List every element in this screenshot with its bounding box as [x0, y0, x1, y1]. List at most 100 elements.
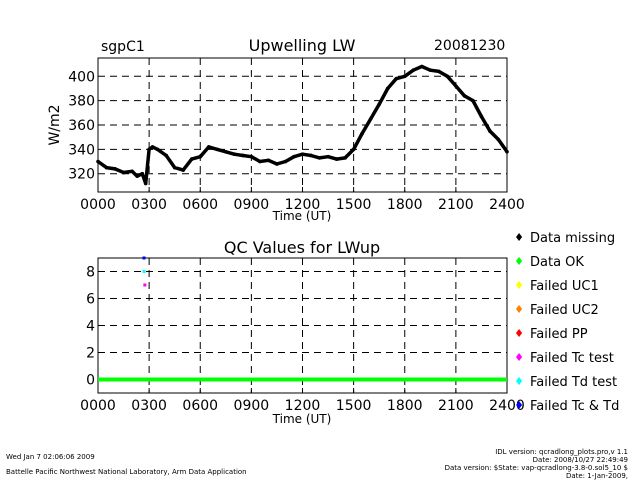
footer-data-date: Date: 1-Jan-2009,: [566, 472, 628, 480]
legend-marker: ♦: [514, 231, 524, 244]
lw-data-point: [135, 174, 139, 178]
lw-data-point: [143, 181, 148, 186]
lw-data-point: [317, 156, 322, 160]
lw-data-point: [113, 167, 117, 171]
lw-data-point: [334, 157, 339, 161]
legend-label: Failed Tc test: [530, 351, 614, 366]
lw-data-point: [104, 165, 109, 170]
lw-data-point: [121, 170, 126, 175]
lw-data-point: [283, 159, 288, 164]
top-y-tick-label: 320: [68, 167, 95, 183]
lw-data-point: [309, 153, 313, 158]
top-x-tick-label: 0900: [234, 197, 270, 213]
lw-data-point: [326, 154, 330, 159]
lw-data-point: [164, 153, 168, 158]
legend-marker: ♦: [514, 375, 524, 388]
legend-marker: ♦: [514, 327, 524, 340]
qc-x-tick-label: 0600: [182, 398, 218, 414]
top-x-tick-label: 0600: [182, 197, 218, 213]
lw-data-point: [249, 154, 254, 159]
top-y-axis-label: W/m2: [47, 104, 63, 145]
legend-marker: ♦: [514, 255, 524, 268]
qc-point-failed-td-test: [142, 270, 146, 273]
lw-data-point: [496, 137, 501, 142]
qc-y-tick-label: 4: [86, 319, 95, 335]
lw-data-point: [232, 152, 237, 157]
top-chart-title: Upwelling LW: [249, 36, 356, 55]
lw-data-point: [275, 162, 279, 166]
legend-label: Data missing: [530, 231, 615, 246]
qc-x-tick-label: 0300: [131, 398, 167, 414]
qc-x-tick-label: 0000: [80, 398, 116, 414]
top-x-tick-label: 2400: [489, 197, 525, 213]
lw-data-point: [224, 150, 228, 154]
qc-x-tick-label: 2100: [438, 398, 474, 414]
top-x-tick-label: 0000: [80, 197, 116, 213]
lw-data-point: [419, 64, 424, 69]
lw-data-point: [140, 171, 145, 176]
lw-data-point: [471, 98, 475, 103]
lw-data-point: [488, 129, 492, 133]
lw-data-point: [258, 159, 262, 164]
legend-label: Data OK: [530, 255, 584, 270]
qc-y-tick-label: 8: [86, 265, 95, 281]
top-x-tick-label: 1500: [336, 197, 372, 213]
top-x-tick-label: 1200: [285, 197, 321, 213]
lw-data-point: [172, 165, 177, 170]
date-label: 20081230: [434, 38, 505, 54]
lw-data-point: [96, 159, 100, 164]
lw-data-point: [266, 158, 271, 163]
legend-marker: ♦: [514, 399, 524, 412]
lw-data-point: [351, 147, 356, 152]
footer-run-date: Wed Jan 7 02:06:06 2009: [6, 453, 95, 461]
top-x-tick-label: 0300: [131, 197, 167, 213]
qc-values-chart: 0000 0300 0600 0900 1200 1500 1800 2100 2400 0 2 4 6…: [80, 256, 525, 414]
lw-data-point: [479, 114, 484, 119]
upwelling-lw-chart: 0000 0300 0600 0900 1200 1500 1800 2100 2400 320 3…: [68, 57, 525, 213]
qc-x-tick-label: 1200: [285, 398, 321, 414]
legend-marker: ♦: [514, 303, 524, 316]
legend-label: Failed Td test: [530, 375, 617, 390]
lw-data-point: [462, 93, 467, 98]
top-y-tick-label: 380: [68, 94, 95, 110]
lw-data-point: [454, 84, 458, 88]
footer-organization: Battelle Pacific Northwest National Labo…: [6, 468, 247, 476]
lw-data-point: [150, 145, 155, 149]
qc-x-tick-label: 0900: [234, 398, 270, 414]
lw-data-point: [241, 153, 245, 158]
qc-y-tick-label: 2: [86, 346, 95, 362]
lw-data-point: [505, 150, 509, 154]
lw-data-point: [198, 154, 203, 159]
qc-x-tick-label: 1800: [387, 398, 423, 414]
lw-data-line: [96, 64, 509, 186]
legend-label: Failed PP: [530, 327, 588, 342]
lw-data-point: [368, 117, 373, 121]
lw-data-point: [189, 157, 194, 161]
lw-data-point: [394, 76, 399, 81]
qc-x-tick-label: 2400: [489, 398, 525, 414]
qc-point-failed-tc-test: [143, 283, 147, 287]
lw-data-point: [147, 147, 151, 152]
qc-chart-title: QC Values for LWup: [224, 238, 380, 257]
legend-label: Failed Tc & Td: [530, 399, 619, 414]
lw-data-point: [437, 69, 441, 74]
lw-data-point: [343, 156, 347, 160]
top-y-tick-label: 340: [68, 142, 95, 158]
lw-data-point: [292, 154, 296, 159]
top-x-tick-label: 1800: [387, 197, 423, 213]
legend-label: Failed UC1: [530, 279, 599, 294]
lw-data-point: [445, 74, 450, 79]
qc-legend: ♦ Data missing ♦ Data OK ♦ Failed UC1 ♦ Failed …: [514, 231, 619, 414]
lw-data-point: [360, 131, 364, 136]
footer-data-version: Data version: $State: vap-qcradlong-3.8-…: [445, 464, 628, 472]
lw-data-point: [377, 102, 381, 107]
qc-y-tick-label: 0: [86, 373, 95, 389]
legend-marker: ♦: [514, 279, 524, 292]
lw-data-point: [402, 74, 407, 79]
lw-data-point: [385, 86, 390, 91]
lw-data-point: [215, 147, 220, 152]
qc-x-axis-label: Time (UT): [272, 412, 332, 426]
top-x-axis-label: Time (UT): [272, 209, 332, 223]
lw-data-point: [155, 147, 160, 152]
